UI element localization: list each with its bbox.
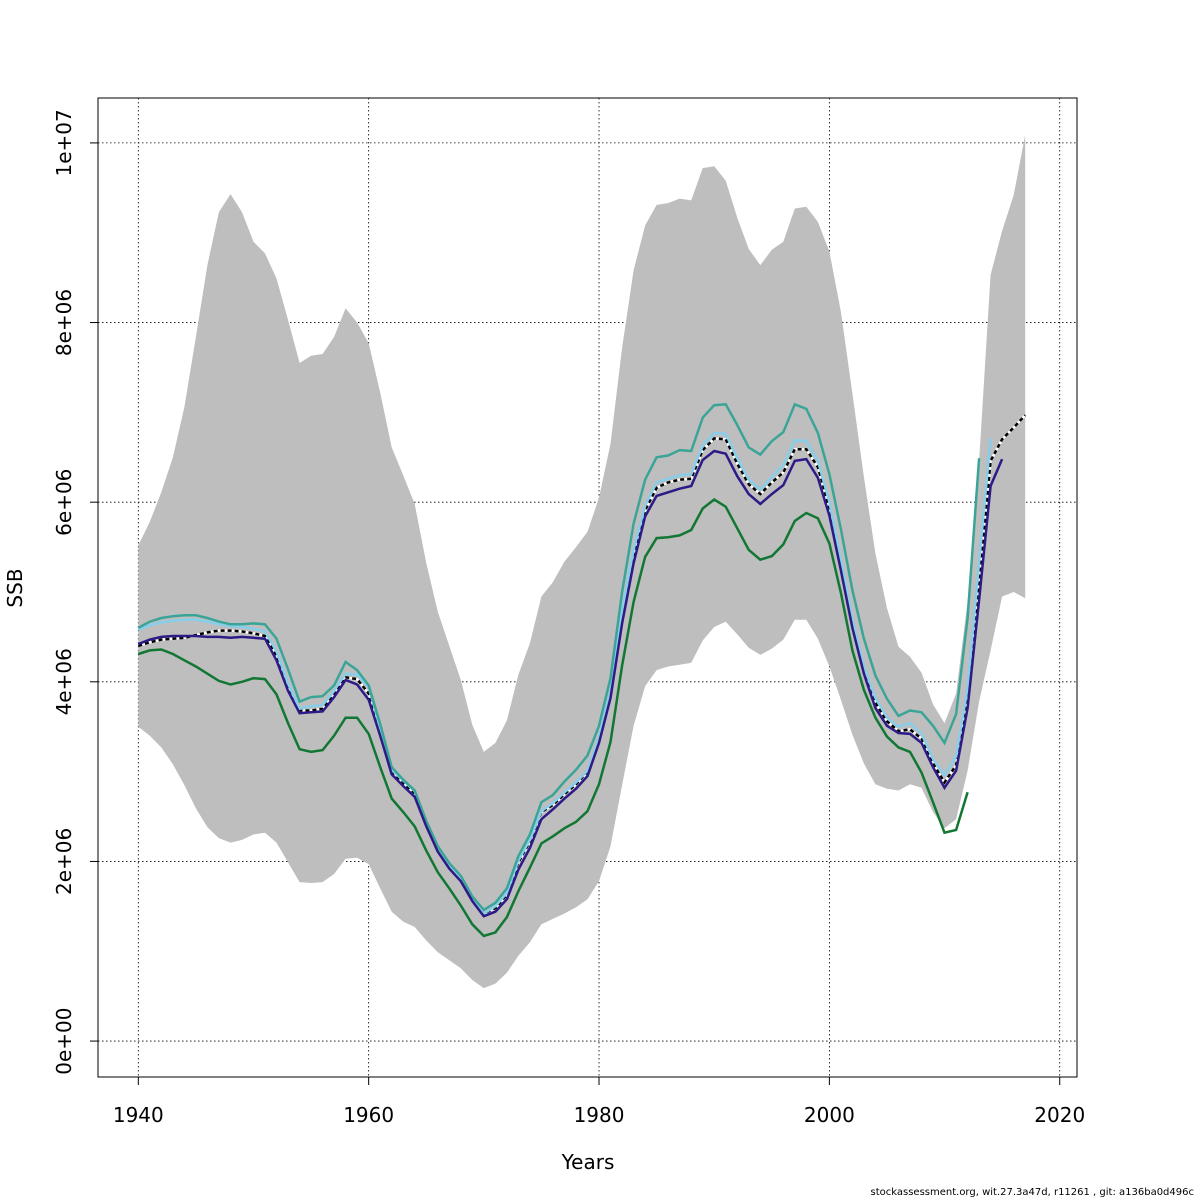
confidence-band-layer (138, 134, 1026, 989)
series-light-blue (137, 431, 992, 916)
y-tick-label: 8e+06 (52, 289, 76, 356)
y-tick-label: 6e+06 (52, 469, 76, 536)
plot-frame (97, 97, 1078, 1078)
series-layer (137, 402, 1027, 938)
y-tick-label: 1e+07 (52, 109, 76, 176)
y-axis: 0e+00 2e+06 4e+06 6e+06 8e+06 1e+07 (52, 109, 98, 1075)
x-tick-label: 2020 (1034, 1103, 1085, 1127)
series-dark-green (137, 497, 969, 938)
y-axis-title: SSB (3, 568, 27, 607)
x-axis: 1940 1960 1980 2000 2020 (113, 1077, 1085, 1127)
series-teal (137, 402, 981, 912)
x-tick-label: 2000 (804, 1103, 855, 1127)
y-tick-label: 2e+06 (52, 828, 76, 895)
x-axis-title: Years (561, 1150, 615, 1174)
y-tick-label: 4e+06 (52, 648, 76, 715)
x-tick-label: 1940 (113, 1103, 164, 1127)
series-navy (137, 449, 1004, 918)
footer-credit: stockassessment.org, wit.27.3a47d, r1126… (870, 1187, 1195, 1198)
confidence-band (138, 134, 1026, 989)
x-tick-label: 1980 (574, 1103, 625, 1127)
x-tick-label: 1960 (343, 1103, 394, 1127)
y-tick-label: 0e+00 (52, 1007, 76, 1074)
